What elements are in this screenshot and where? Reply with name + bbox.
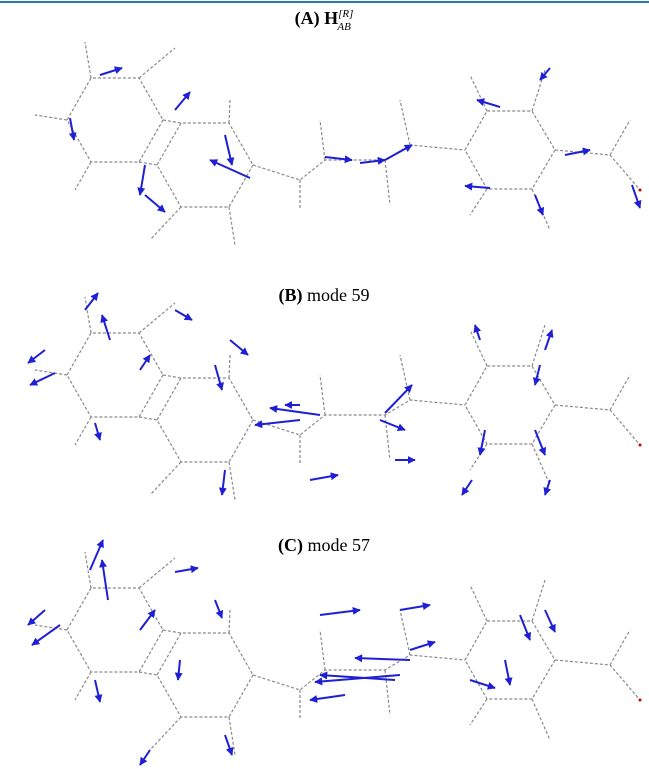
figure: (A) H[R]AB (B) mode 59 (0, 0, 649, 769)
panel-title: (C) mode 57 (278, 535, 370, 556)
panel-title: (A) H[R]AB (295, 8, 354, 33)
title-part: (C) (278, 535, 303, 556)
panel-title: (B) mode 59 (279, 285, 370, 306)
title-part: (A) (295, 8, 320, 29)
title-part: AB (336, 21, 351, 33)
molecule-b (28, 293, 642, 500)
title-part: (B) (279, 285, 303, 306)
title-part: mode 59 (307, 285, 370, 305)
title-part: [R] (338, 8, 353, 20)
title-part: H (324, 8, 338, 28)
title-part: mode 57 (308, 535, 371, 555)
molecule-a (35, 42, 642, 245)
molecule-c (28, 540, 642, 765)
